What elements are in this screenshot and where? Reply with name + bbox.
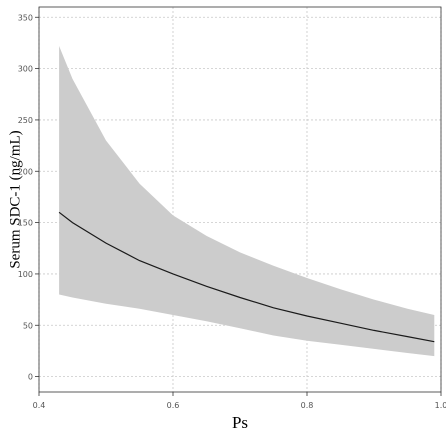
y-tick-label: 100 — [18, 270, 33, 279]
x-tick-label: 0.8 — [301, 401, 314, 410]
y-tick-label: 50 — [23, 321, 33, 330]
confidence-band — [59, 46, 435, 357]
fit-line — [58, 211, 435, 343]
x-axis-title: Ps — [232, 413, 248, 432]
y-axis-title: Serum SDC-1 (ng/mL) — [7, 130, 23, 268]
y-tick-label: 200 — [18, 167, 33, 176]
panel-border — [38, 6, 442, 393]
x-tick-label: 0.6 — [167, 401, 180, 410]
y-tick-label: 250 — [18, 116, 33, 125]
x-tick-label: 0.4 — [33, 401, 46, 410]
x-tick-label: 1.0 — [435, 401, 446, 410]
y-tick-label: 150 — [18, 219, 33, 228]
y-tick-label: 350 — [18, 13, 33, 22]
y-tick-label: 0 — [28, 373, 33, 382]
ticks: 0 50 100 150 200 250 300 350 0.4 0.6 0.8 1.0 — [18, 13, 446, 410]
y-tick-label: 300 — [18, 65, 33, 74]
